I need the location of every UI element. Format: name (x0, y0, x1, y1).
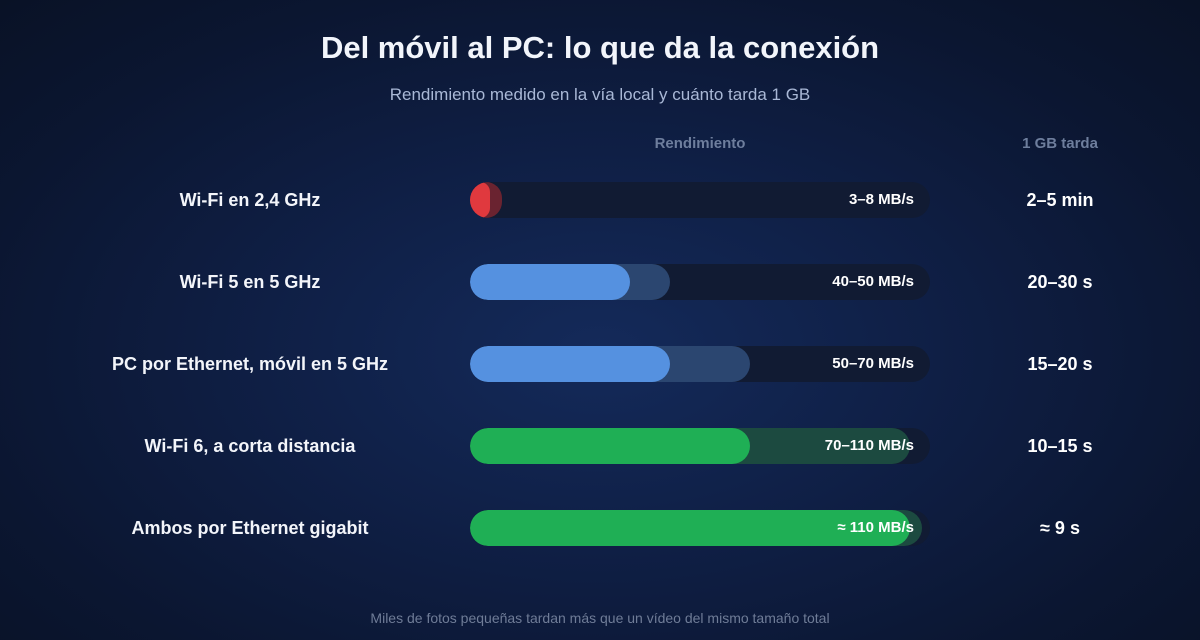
column-header-time-per-gb: 1 GB tarda (1022, 135, 1098, 152)
footnote: Miles de fotos pequeñas tardan más que u… (370, 610, 830, 626)
time-per-gb-value: 2–5 min (1026, 190, 1094, 210)
bar-track: 50–70 MB/s (470, 346, 930, 382)
time-per-gb-value: 15–20 s (1027, 354, 1093, 374)
bar-value-label: 70–110 MB/s (824, 437, 914, 454)
time-per-gb-value: ≈ 9 s (1040, 518, 1080, 538)
bar-fill (470, 346, 670, 382)
category-label: Wi-Fi 6, a corta distancia (144, 436, 356, 456)
category-label: Wi-Fi 5 en 5 GHz (179, 272, 321, 292)
bar-fill (470, 510, 910, 546)
category-label: Wi-Fi en 2,4 GHz (179, 190, 321, 210)
bar-track: ≈ 110 MB/s (470, 510, 930, 546)
chart-row: PC por Ethernet, móvil en 5 GHz 50–70 MB/… (0, 346, 1200, 382)
chart-title: Del móvil al PC: lo que da la conexión (320, 30, 880, 65)
bar-track: 40–50 MB/s (470, 264, 930, 300)
bar-value-label: ≈ 110 MB/s (837, 519, 914, 536)
category-label: PC por Ethernet, móvil en 5 GHz (111, 354, 389, 374)
bar-fill (470, 264, 630, 300)
chart-row: Wi-Fi 6, a corta distancia 70–110 MB/s 10–… (0, 428, 1200, 464)
time-per-gb-value: 20–30 s (1027, 272, 1093, 292)
bar-fill (470, 428, 750, 464)
bar-fill (470, 182, 490, 218)
chart-row: Ambos por Ethernet gigabit ≈ 110 MB/s ≈ 9 … (0, 510, 1200, 546)
chart-subtitle: Rendimiento medido en la vía local y cuá… (389, 85, 811, 104)
chart-row: Wi-Fi 5 en 5 GHz 40–50 MB/s 20–30 s (0, 264, 1200, 300)
bar-value-label: 40–50 MB/s (832, 273, 914, 290)
bar-value-label: 50–70 MB/s (832, 355, 914, 372)
bar-track: 3–8 MB/s (470, 182, 930, 218)
bar-value-label: 3–8 MB/s (848, 191, 914, 208)
category-label: Ambos por Ethernet gigabit (131, 518, 369, 538)
bar-track: 70–110 MB/s (470, 428, 930, 464)
column-header-throughput: Rendimiento (654, 135, 746, 152)
chart-row: Wi-Fi en 2,4 GHz 3–8 MB/s 2–5 min (0, 182, 1200, 218)
time-per-gb-value: 10–15 s (1027, 436, 1093, 456)
